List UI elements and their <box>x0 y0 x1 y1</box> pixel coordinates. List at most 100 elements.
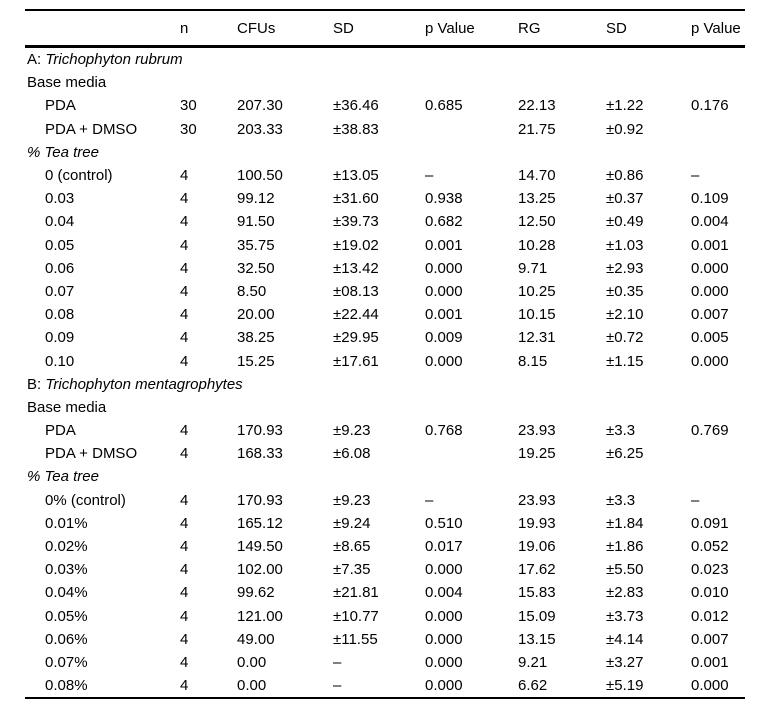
table-cell: 0.005 <box>691 329 729 347</box>
table-cell: 4 <box>180 538 189 556</box>
table-cell: 0.000 <box>425 630 463 648</box>
table-cell <box>180 47 237 72</box>
row-label: Base media <box>27 398 107 416</box>
table-cell: 15.25 <box>237 352 275 370</box>
table-cell <box>606 373 691 396</box>
table-cell <box>180 141 237 164</box>
table-cell <box>180 465 237 488</box>
table-row: Base media <box>25 396 745 419</box>
table-cell: 0.001 <box>691 653 729 671</box>
table-cell: 165.12 <box>237 514 283 532</box>
table-cell <box>333 47 425 72</box>
table-row: 0.02% 4 149.50 ±8.65 0.017 19.06 ±1.86 0.052 <box>25 535 745 558</box>
table-cell <box>180 396 237 419</box>
table-row: 0.07 4 8.50 ±08.13 0.000 10.25 ±0.35 0.000 <box>25 280 745 303</box>
table-cell <box>237 465 333 488</box>
table-cell <box>425 396 518 419</box>
table-cell: ±08.13 <box>333 282 379 300</box>
table-cell: 0.001 <box>691 236 729 254</box>
table-cell <box>333 396 425 419</box>
row-label: PDA <box>45 422 76 440</box>
table-cell: ±5.50 <box>606 561 644 579</box>
table-row: PDA + DMSO 4 168.33 ±6.08 19.25 ±6.25 <box>25 442 745 465</box>
table-cell <box>180 71 237 94</box>
table-cell: ±0.37 <box>606 190 644 208</box>
table-cell: 38.25 <box>237 329 275 347</box>
table-cell <box>425 442 518 465</box>
table-cell: 0.000 <box>691 352 729 370</box>
table-cell <box>425 141 518 164</box>
table-cell <box>691 141 745 164</box>
table-cell: 0.007 <box>691 306 729 324</box>
table-cell: ±3.73 <box>606 607 644 625</box>
header-row: n CFUs SD p Value RG SD p Value <box>25 10 745 47</box>
table-cell: 30 <box>180 97 197 115</box>
table-cell: 0.000 <box>691 259 729 277</box>
table-cell: 10.25 <box>518 282 556 300</box>
table-cell <box>691 118 745 141</box>
table-row: 0.05% 4 121.00 ±10.77 0.000 15.09 ±3.73 0.012 <box>25 605 745 628</box>
row-label: 0.04% <box>45 584 88 602</box>
table-cell: 0.000 <box>425 259 463 277</box>
table-cell: 0.769 <box>691 422 729 440</box>
table-cell <box>333 465 425 488</box>
table-cell: 6.62 <box>518 677 548 695</box>
table-cell: 15.83 <box>518 584 556 602</box>
table-cell <box>606 71 691 94</box>
table-cell: 4 <box>180 514 189 532</box>
table-row: % Tea tree <box>25 141 745 164</box>
table-cell: 0.768 <box>425 422 463 440</box>
table-row: PDA 4 170.93 ±9.23 0.768 23.93 ±3.3 0.769 <box>25 419 745 442</box>
table-cell: 99.62 <box>237 584 275 602</box>
table-cell: ±19.02 <box>333 236 379 254</box>
row-label: A: Trichophyton rubrum <box>25 47 183 72</box>
row-label: 0.10 <box>45 352 75 370</box>
table-row: B: Trichophyton mentagrophytes <box>25 373 745 396</box>
table-row: PDA 30 207.30 ±36.46 0.685 22.13 ±1.22 0.176 <box>25 94 745 117</box>
row-label: 0.05 <box>45 236 75 254</box>
row-label: 0.06 <box>45 259 75 277</box>
table-row: 0.05 4 35.75 ±19.02 0.001 10.28 ±1.03 0.001 <box>25 234 745 257</box>
table-cell: 4 <box>180 607 189 625</box>
row-label: 0.04 <box>45 213 75 231</box>
table-cell: 4 <box>180 491 189 509</box>
table-cell: ±0.49 <box>606 213 644 231</box>
table-cell: ±31.60 <box>333 190 379 208</box>
table-cell: ±2.83 <box>606 584 644 602</box>
row-label: 0.03 <box>45 190 75 208</box>
table-cell: 0.001 <box>425 306 463 324</box>
table-cell: 8.15 <box>518 352 548 370</box>
table-cell: 0.012 <box>691 607 729 625</box>
table-cell: 4 <box>180 282 189 300</box>
row-label: 0 (control) <box>45 167 113 185</box>
table-cell: 99.12 <box>237 190 275 208</box>
table-cell: 0.510 <box>425 514 463 532</box>
table-cell <box>606 396 691 419</box>
table-cell <box>333 71 425 94</box>
table-cell: ±13.42 <box>333 259 379 277</box>
table-cell: ±17.61 <box>333 352 379 370</box>
table-cell: – <box>425 491 434 509</box>
table-cell: ±5.19 <box>606 677 644 695</box>
table-cell: 0.00 <box>237 653 267 671</box>
table-row: % Tea tree <box>25 465 745 488</box>
table-cell: 13.15 <box>518 630 556 648</box>
table-cell: ±3.3 <box>606 491 636 509</box>
table-row: 0.04 4 91.50 ±39.73 0.682 12.50 ±0.49 0.004 <box>25 210 745 233</box>
results-table: n CFUs SD p Value RG SD p Value A: Trich… <box>25 9 745 699</box>
table-cell <box>691 442 745 465</box>
table-cell <box>425 465 518 488</box>
table-cell: ±0.86 <box>606 167 644 185</box>
table-row: A: Trichophyton rubrum <box>25 47 745 72</box>
table-cell: ±29.95 <box>333 329 379 347</box>
section-prefix: A: <box>27 51 46 69</box>
table-cell: 23.93 <box>518 422 556 440</box>
table-cell: 23.93 <box>518 491 556 509</box>
table-cell <box>333 373 425 396</box>
table-row: 0.01% 4 165.12 ±9.24 0.510 19.93 ±1.84 0.091 <box>25 512 745 535</box>
table-cell <box>518 373 606 396</box>
column-header-pvalue-1: p Value <box>425 19 475 37</box>
row-label: 0% (control) <box>45 491 126 509</box>
table-cell: 4 <box>180 677 189 695</box>
column-header-sd-1: SD <box>333 19 354 37</box>
